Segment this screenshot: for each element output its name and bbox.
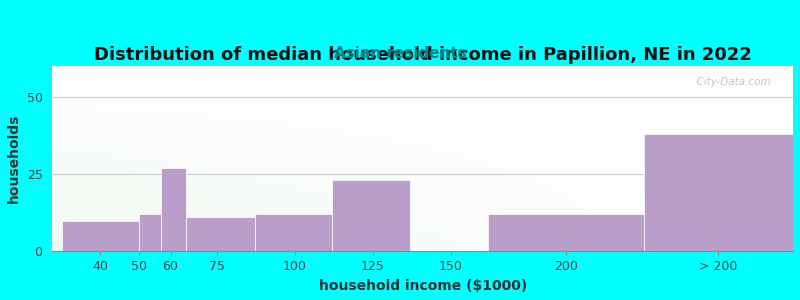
Bar bbox=[139, 214, 161, 251]
Bar bbox=[254, 214, 332, 251]
X-axis label: household income ($1000): household income ($1000) bbox=[318, 279, 526, 293]
Bar bbox=[161, 168, 186, 251]
Text: City-Data.com: City-Data.com bbox=[690, 77, 771, 87]
Bar bbox=[644, 134, 793, 251]
Y-axis label: households: households bbox=[7, 114, 21, 203]
Bar bbox=[186, 218, 254, 251]
Bar bbox=[488, 214, 644, 251]
Bar bbox=[62, 220, 139, 251]
Title: Distribution of median household income in Papillion, NE in 2022: Distribution of median household income … bbox=[94, 46, 751, 64]
Text: Asian residents: Asian residents bbox=[334, 46, 466, 62]
Bar bbox=[332, 180, 410, 251]
